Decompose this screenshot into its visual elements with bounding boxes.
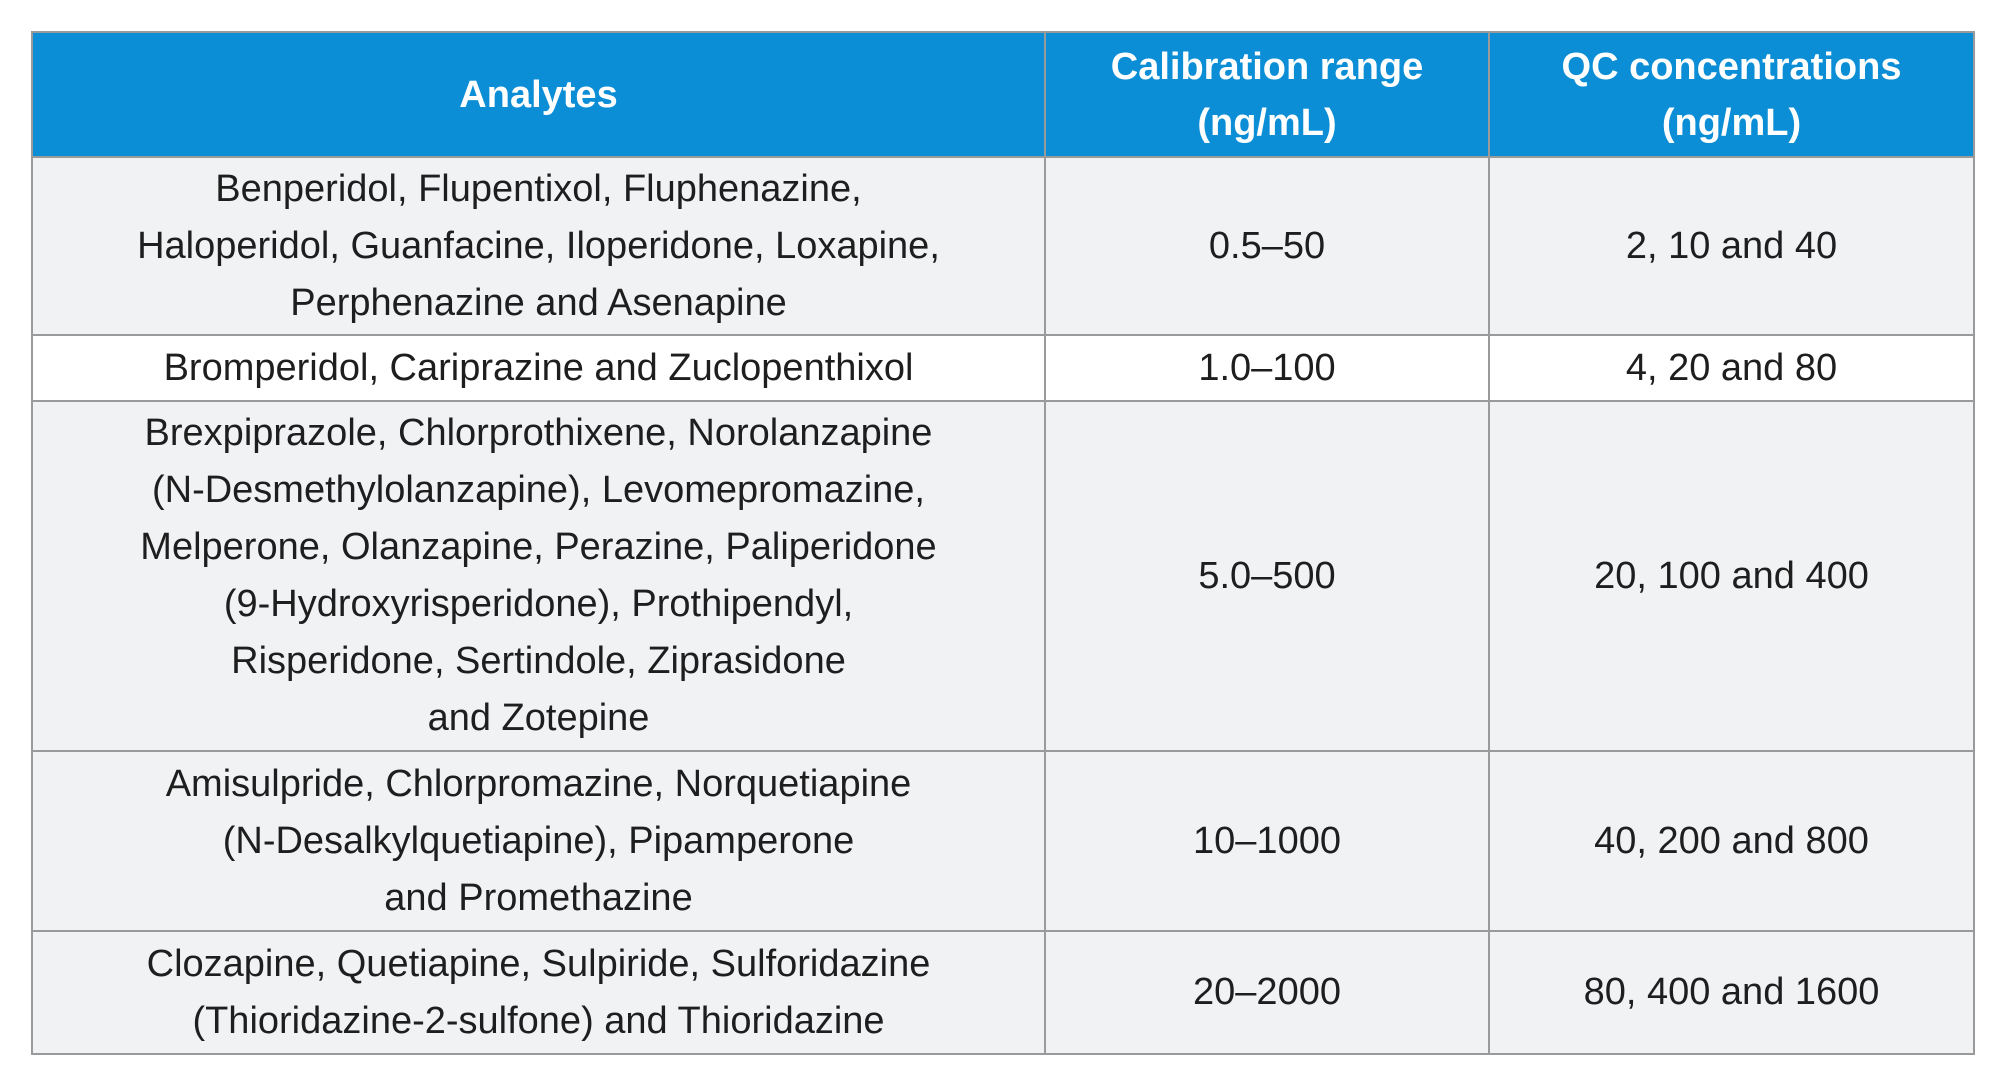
analyte-line: Clozapine, Quetiapine, Sulpiride, Sulfor… [146, 942, 931, 985]
header-calibration-range: Calibration range (ng/mL) [1044, 31, 1490, 158]
qc-concentrations-cell: 2, 10 and 40 [1488, 156, 1975, 336]
table-row: Benperidol, Flupentixol, Fluphenazine, H… [31, 156, 1975, 336]
header-calibration-range-unit: (ng/mL) [1197, 101, 1337, 144]
analyte-line: Bromperidol, Cariprazine and Zuclopenthi… [163, 346, 914, 389]
analyte-line: and Zotepine [427, 697, 650, 739]
qc-concentrations-cell: 20, 100 and 400 [1488, 400, 1975, 752]
header-qc-concentrations-unit: (ng/mL) [1661, 101, 1802, 144]
analytes-cell: Bromperidol, Cariprazine and Zuclopenthi… [31, 334, 1046, 402]
calibration-range-cell: 1.0–100 [1044, 334, 1490, 402]
table-row: Clozapine, Quetiapine, Sulpiride, Sulfor… [31, 930, 1975, 1055]
calibration-table: Analytes Calibration range (ng/mL) QC co… [31, 31, 1975, 1055]
header-row: Analytes Calibration range (ng/mL) QC co… [31, 31, 1975, 158]
analyte-line: (N-Desalkylquetiapine), Pipamperone [222, 819, 855, 862]
analyte-line: Risperidone, Sertindole, Ziprasidone [231, 640, 846, 682]
analyte-line: and Promethazine [384, 876, 693, 919]
analyte-line: Perphenazine and Asenapine [290, 281, 787, 324]
calibration-range-cell: 0.5–50 [1044, 156, 1490, 336]
header-qc-concentrations: QC concentrations (ng/mL) [1488, 31, 1975, 158]
analyte-line: (N-Desmethylolanzapine), Levomepromazine… [151, 469, 925, 511]
analyte-line: Melperone, Olanzapine, Perazine, Paliper… [140, 526, 937, 568]
header-analytes-label: Analytes [459, 73, 618, 116]
qc-concentrations-cell: 4, 20 and 80 [1488, 334, 1975, 402]
analyte-line: Brexpiprazole, Chlorprothixene, Norolanz… [144, 412, 933, 454]
table-row: Brexpiprazole, Chlorprothixene, Norolanz… [31, 400, 1975, 752]
qc-concentrations-cell: 40, 200 and 800 [1488, 750, 1975, 932]
analyte-line: (9-Hydroxyrisperidone), Prothipendyl, [223, 583, 854, 625]
table-row: Bromperidol, Cariprazine and Zuclopenthi… [31, 334, 1975, 402]
analyte-line: Haloperidol, Guanfacine, Iloperidone, Lo… [137, 224, 940, 267]
calibration-range-cell: 10–1000 [1044, 750, 1490, 932]
analytes-cell: Benperidol, Flupentixol, Fluphenazine, H… [31, 156, 1046, 336]
analytes-cell: Amisulpride, Chlorpromazine, Norquetiapi… [31, 750, 1046, 932]
table-row: Amisulpride, Chlorpromazine, Norquetiapi… [31, 750, 1975, 932]
header-qc-concentrations-line: QC concentrations [1561, 45, 1902, 88]
calibration-range-cell: 5.0–500 [1044, 400, 1490, 752]
analyte-line: Benperidol, Flupentixol, Fluphenazine, [215, 167, 862, 210]
header-analytes: Analytes [31, 31, 1046, 158]
qc-concentrations-cell: 80, 400 and 1600 [1488, 930, 1975, 1055]
analytes-cell: Brexpiprazole, Chlorprothixene, Norolanz… [31, 400, 1046, 752]
analyte-line: Amisulpride, Chlorpromazine, Norquetiapi… [165, 762, 912, 805]
analytes-cell: Clozapine, Quetiapine, Sulpiride, Sulfor… [31, 930, 1046, 1055]
calibration-range-cell: 20–2000 [1044, 930, 1490, 1055]
header-calibration-range-line: Calibration range [1110, 45, 1424, 88]
analyte-line: (Thioridazine-2-sulfone) and Thioridazin… [192, 999, 885, 1042]
